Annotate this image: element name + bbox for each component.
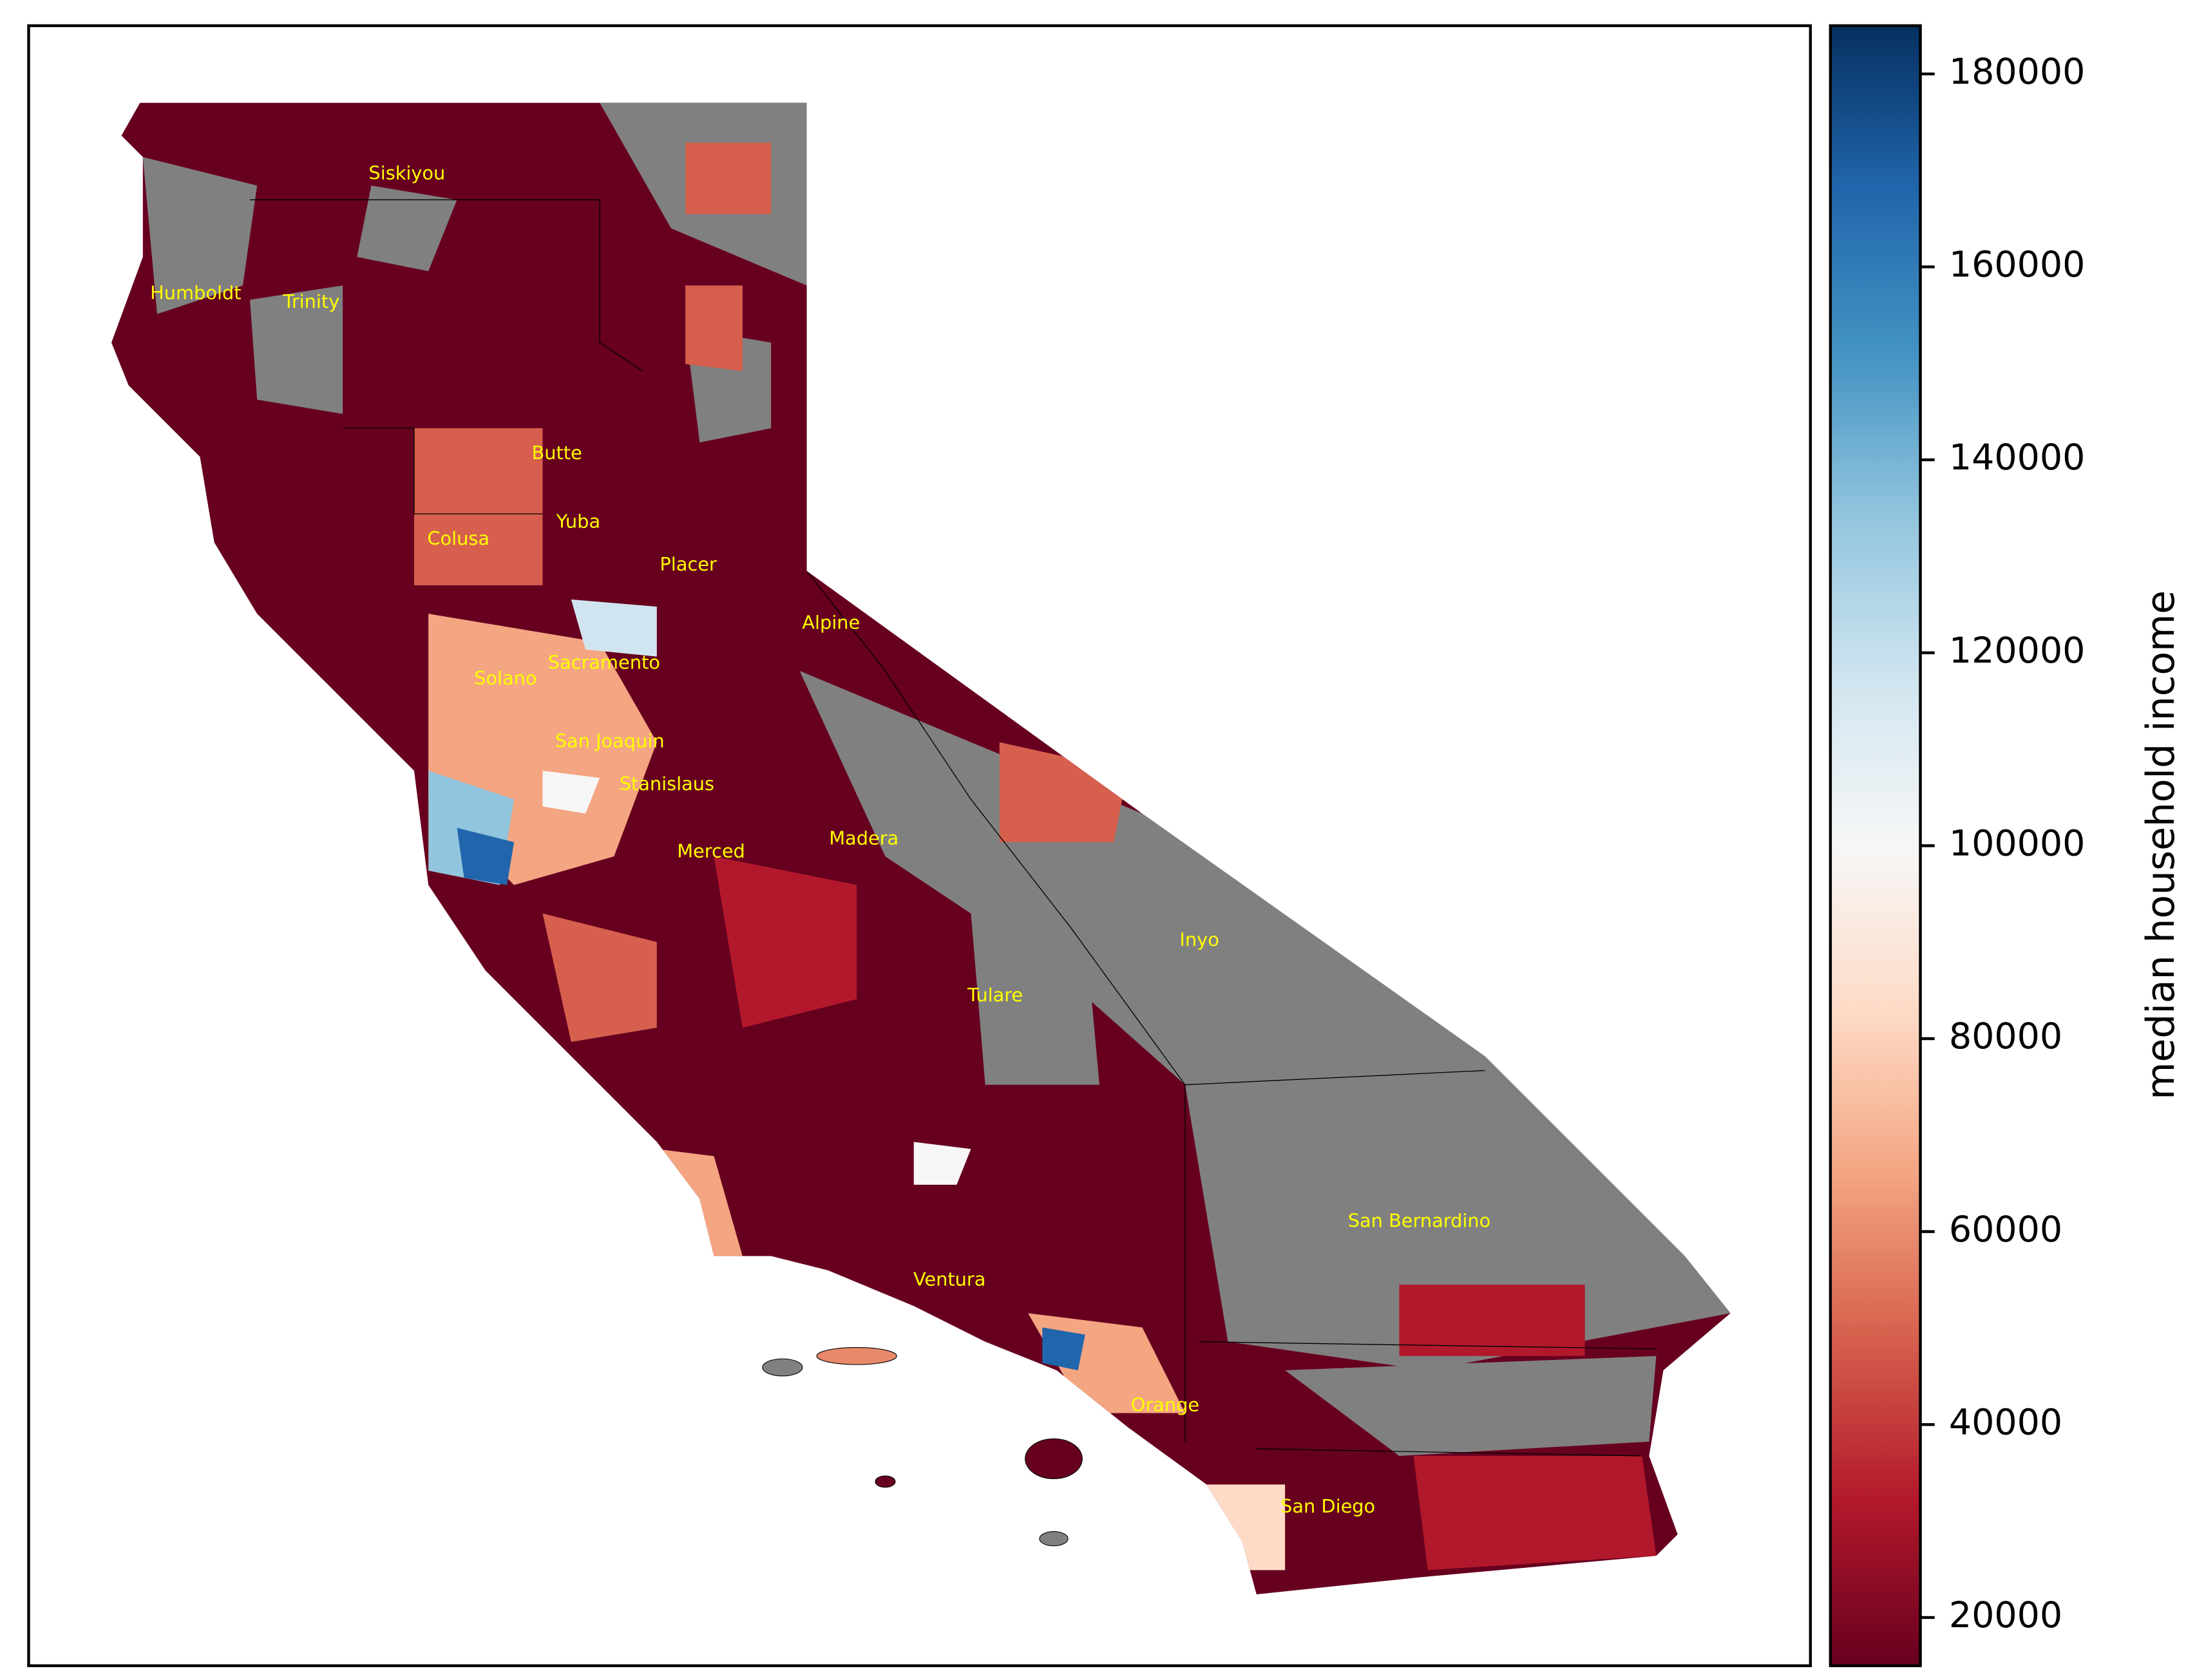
county-label: Trinity — [282, 290, 339, 312]
county-label: Stanislaus — [620, 773, 714, 795]
county-label: Sacramento — [548, 652, 660, 674]
county-borders — [250, 199, 1657, 1457]
county-labels: Siskiyou Humboldt Trinity Butte Colusa Yuba Pl… — [150, 162, 1490, 1516]
colorbar-tick-label: 60000 — [1949, 1209, 2062, 1251]
income-regions — [414, 142, 1657, 1571]
county-label: Madera — [829, 827, 899, 849]
county-label: Merced — [677, 840, 745, 862]
colorbar-tick-label: 40000 — [1949, 1402, 2062, 1443]
colorbar-ticks: 20000 40000 60000 80000 100000 120000 140000 16… — [1920, 52, 2086, 1636]
colorbar-tick-label: 160000 — [1949, 245, 2086, 286]
county-label: Alpine — [802, 612, 860, 634]
county-label: Orange — [1131, 1393, 1199, 1415]
county-label: Placer — [660, 553, 717, 575]
colorbar-tick-label: 140000 — [1949, 437, 2086, 478]
county-label: Inyo — [1179, 929, 1219, 950]
county-label: San Diego — [1280, 1495, 1375, 1517]
county-label: San Joaquin — [555, 730, 665, 752]
county-label: Solano — [474, 667, 537, 689]
county-label: Humboldt — [150, 282, 241, 304]
colorbar-tick-label: 180000 — [1949, 52, 2086, 93]
colorbar-tick-label: 80000 — [1949, 1016, 2062, 1057]
colorbar-label: median household income — [2138, 590, 2183, 1100]
colorbar-tick-label: 100000 — [1949, 823, 2086, 864]
no-data-regions — [142, 102, 1731, 1456]
county-label: Yuba — [556, 510, 600, 532]
county-label: Colusa — [427, 527, 490, 549]
colorbar-tick-label: 20000 — [1949, 1595, 2062, 1636]
county-label: Ventura — [913, 1268, 985, 1290]
county-label: Tulare — [967, 984, 1023, 1006]
county-label: Siskiyou — [368, 162, 445, 184]
county-label: San Bernardino — [1348, 1209, 1491, 1231]
county-label: Butte — [531, 442, 582, 464]
colorbar — [1829, 24, 1922, 1668]
colorbar-tick-label: 120000 — [1949, 630, 2086, 672]
islands — [762, 1346, 1083, 1547]
